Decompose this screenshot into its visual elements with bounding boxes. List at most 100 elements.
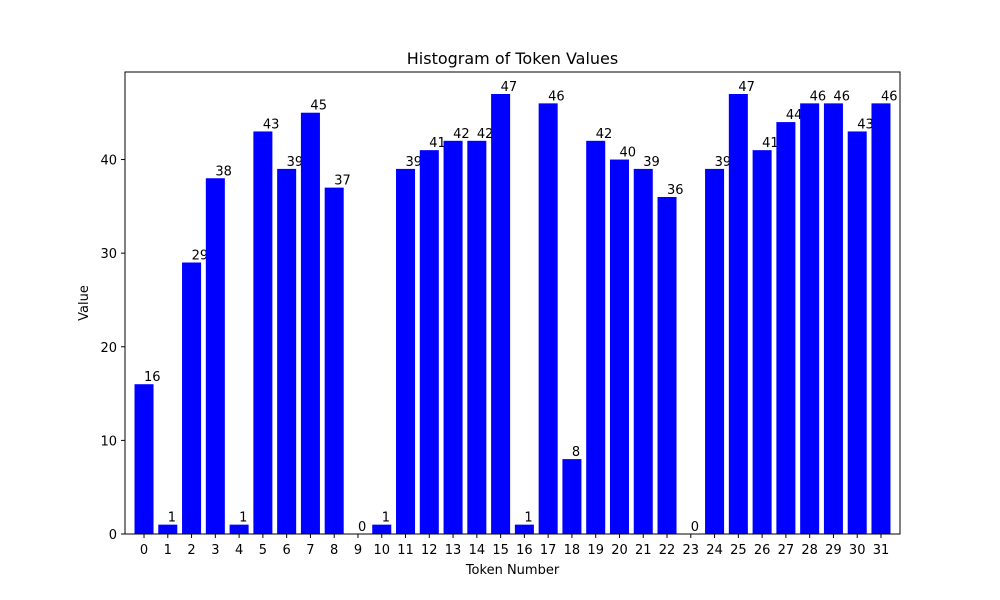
data-label-8: 37 [334,174,351,189]
data-label-10: 1 [382,511,390,526]
x-tick-label-7: 7 [306,543,314,558]
data-label-12: 41 [429,136,446,151]
data-label-24: 39 [715,155,732,170]
bar-26 [752,150,772,534]
bar-5 [253,131,273,534]
data-label-6: 39 [287,155,304,170]
x-tick-label-17: 17 [540,543,557,558]
x-tick-label-24: 24 [706,543,723,558]
x-tick-label-21: 21 [635,543,652,558]
plot-frame [124,71,901,535]
data-label-27: 44 [786,108,803,123]
data-label-14: 42 [477,127,494,142]
bar-20 [609,159,629,534]
x-tick-label-18: 18 [564,543,581,558]
x-tick-label-16: 16 [516,543,533,558]
x-axis-title: Token Number [465,563,560,578]
y-tick-label-10: 10 [100,434,117,449]
bar-10 [372,524,392,534]
data-label-30: 43 [857,117,874,132]
y-tick-label-0: 0 [109,528,117,543]
data-label-22: 36 [667,183,684,198]
x-tick-label-15: 15 [492,543,509,558]
bar-19 [586,140,606,534]
x-tick-label-20: 20 [611,543,628,558]
x-tick-label-22: 22 [659,543,676,558]
x-tick-label-9: 9 [354,543,362,558]
x-tick-label-10: 10 [373,543,390,558]
x-tick-label-28: 28 [801,543,818,558]
x-tick-label-19: 19 [587,543,604,558]
bar-0 [134,384,154,534]
data-label-17: 46 [548,89,565,104]
data-label-1: 1 [168,511,176,526]
data-label-31: 46 [881,89,898,104]
data-label-15: 47 [501,80,518,95]
bar-31 [871,103,891,535]
data-label-0: 16 [144,370,161,385]
bar-13 [443,140,463,534]
data-label-5: 43 [263,117,280,132]
data-label-16: 1 [524,511,532,526]
x-tick-label-6: 6 [283,543,291,558]
data-label-25: 47 [738,80,755,95]
data-label-28: 46 [810,89,827,104]
bar-14 [467,140,487,534]
y-tick-label-20: 20 [100,341,117,356]
chart-title: Histogram of Token Values [407,49,618,68]
bar-6 [277,168,297,534]
data-label-3: 38 [215,164,232,179]
y-axis-title: Value [77,285,92,321]
x-tick-label-23: 23 [683,543,700,558]
bar-28 [800,103,820,535]
data-label-20: 40 [619,146,636,161]
x-tick-label-27: 27 [778,543,795,558]
x-tick-label-3: 3 [211,543,219,558]
x-tick-label-1: 1 [164,543,172,558]
bar-12 [419,150,439,534]
bar-15 [491,94,511,534]
x-tick-label-0: 0 [140,543,148,558]
data-label-26: 41 [762,136,779,151]
data-label-4: 1 [239,511,247,526]
data-label-13: 42 [453,127,470,142]
x-tick-label-11: 11 [397,543,414,558]
x-tick-label-13: 13 [445,543,462,558]
data-label-9: 0 [358,520,366,535]
bar-3 [205,178,225,535]
x-tick-label-25: 25 [730,543,747,558]
bar-29 [823,103,843,535]
x-tick-label-31: 31 [873,543,890,558]
data-label-23: 0 [691,520,699,535]
bar-30 [847,131,867,534]
bar-25 [728,94,748,534]
data-label-2: 29 [192,249,209,264]
data-label-21: 39 [643,155,660,170]
x-tick-label-5: 5 [259,543,267,558]
bar-7 [300,112,320,535]
x-tick-label-26: 26 [754,543,771,558]
bar-18 [562,459,582,534]
bar-16 [514,524,534,534]
bar-24 [705,168,725,534]
x-tick-label-4: 4 [235,543,243,558]
bar-17 [538,103,558,535]
y-tick-label-30: 30 [100,247,117,262]
bar-2 [182,262,202,534]
x-tick-label-8: 8 [330,543,338,558]
y-tick-label-40: 40 [100,154,117,169]
bar-8 [324,187,344,535]
x-tick-label-29: 29 [825,543,842,558]
bar-1 [158,524,178,534]
bar-11 [396,168,416,534]
bar-22 [657,196,677,534]
data-label-7: 45 [310,99,327,114]
data-label-19: 42 [596,127,613,142]
bar-21 [633,168,653,534]
x-tick-label-30: 30 [849,543,866,558]
x-tick-label-2: 2 [187,543,195,558]
data-label-29: 46 [833,89,850,104]
bar-4 [229,524,249,534]
x-tick-label-14: 14 [469,543,486,558]
